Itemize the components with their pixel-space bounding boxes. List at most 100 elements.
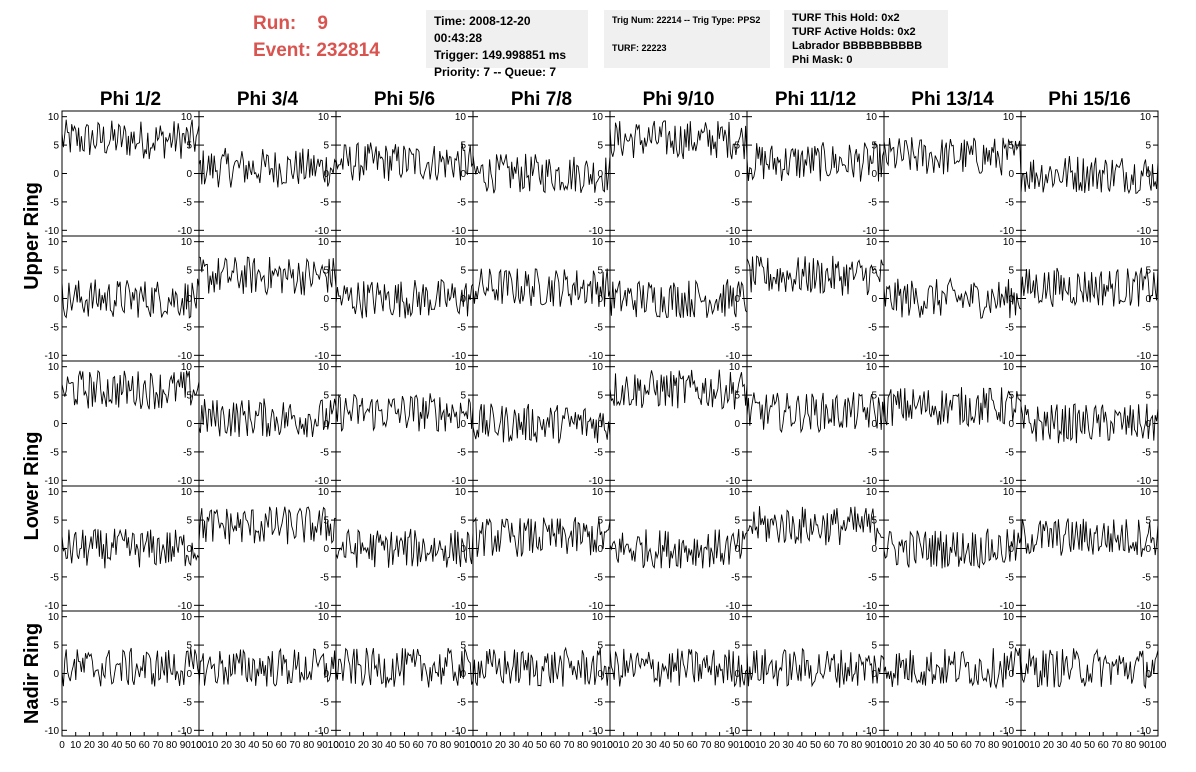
waveform-trace (472, 403, 611, 444)
y-tick-label: -10 (45, 726, 60, 737)
y-tick-label: 5 (871, 266, 877, 277)
y-tick-label: 0 (871, 294, 877, 305)
x-tick-label: 50 (536, 740, 548, 751)
x-tick-label: 50 (262, 740, 274, 751)
x-tick-label: 50 (673, 740, 685, 751)
y-tick-label: -5 (731, 697, 740, 708)
x-tick-label: 90 (454, 740, 466, 751)
y-tick-label: 10 (866, 612, 878, 623)
y-tick-label: 0 (186, 419, 192, 430)
y-tick-label: 0 (53, 169, 59, 180)
y-tick-label: -5 (1142, 447, 1151, 458)
waveform-trace (746, 255, 885, 296)
x-tick-label: 0 (470, 740, 476, 751)
y-tick-label: 5 (53, 641, 59, 652)
y-tick-label: 0 (323, 294, 329, 305)
y-tick-label: -10 (589, 726, 604, 737)
x-tick-label: 20 (358, 740, 370, 751)
y-tick-label: -5 (50, 197, 59, 208)
waveform-trace (335, 647, 474, 688)
waveform-trace (198, 256, 337, 296)
waveform-trace (335, 142, 474, 182)
y-tick-label: 0 (871, 419, 877, 430)
y-tick-label: -5 (320, 197, 329, 208)
x-tick-label: 60 (824, 740, 836, 751)
y-tick-label: 10 (1140, 362, 1152, 373)
panel-frame (746, 485, 885, 612)
waveform-trace (335, 528, 474, 568)
y-tick-label: -10 (863, 476, 878, 487)
x-tick-label: 60 (687, 740, 699, 751)
y-tick-label: -5 (868, 572, 877, 583)
waveform-trace (1020, 648, 1159, 690)
waveform-trace (198, 147, 337, 188)
y-tick-label: 5 (1008, 141, 1014, 152)
y-tick-label: -5 (1005, 572, 1014, 583)
x-tick-label: 90 (865, 740, 877, 751)
y-tick-label: 0 (460, 419, 466, 430)
y-tick-label: 0 (460, 294, 466, 305)
x-tick-label: 10 (1029, 740, 1041, 751)
x-tick-label: 70 (700, 740, 712, 751)
y-tick-label: 5 (1008, 266, 1014, 277)
waveform-trace (472, 646, 611, 687)
y-tick-label: 0 (323, 169, 329, 180)
y-tick-label: -5 (868, 697, 877, 708)
panel-frame (198, 360, 337, 487)
panel-frame (609, 110, 748, 237)
y-tick-label: 10 (455, 237, 467, 248)
y-tick-label: -10 (589, 601, 604, 612)
x-tick-label: 30 (372, 740, 384, 751)
waveform-trace (335, 393, 474, 432)
y-tick-label: 10 (729, 362, 741, 373)
y-tick-label: -10 (178, 226, 193, 237)
y-tick-label: 0 (323, 419, 329, 430)
panel-frame (746, 110, 885, 237)
y-tick-label: 10 (729, 112, 741, 123)
waveform-trace (472, 153, 611, 194)
y-tick-label: -5 (1005, 197, 1014, 208)
y-tick-label: -5 (1005, 697, 1014, 708)
y-tick-label: 5 (323, 641, 329, 652)
y-tick-label: 5 (53, 516, 59, 527)
x-tick-label: 10 (892, 740, 904, 751)
waveform-trace (746, 647, 885, 688)
y-tick-label: -10 (589, 476, 604, 487)
y-tick-label: -5 (731, 572, 740, 583)
y-tick-label: -10 (863, 726, 878, 737)
y-tick-label: 10 (455, 487, 467, 498)
x-tick-label: 20 (495, 740, 507, 751)
y-tick-label: 0 (871, 669, 877, 680)
x-tick-label: 70 (837, 740, 849, 751)
x-tick-label: 100 (465, 740, 482, 751)
waveform-trace (746, 141, 885, 182)
x-tick-label: 40 (659, 740, 671, 751)
y-tick-label: -10 (726, 226, 741, 237)
y-tick-label: 0 (1008, 169, 1014, 180)
y-tick-label: -10 (589, 226, 604, 237)
y-tick-label: 5 (53, 391, 59, 402)
y-tick-label: 5 (1008, 641, 1014, 652)
y-tick-label: -5 (183, 322, 192, 333)
run-row: Run: 9 (253, 10, 380, 37)
x-tick-label: 100 (739, 740, 756, 751)
y-tick-label: -10 (726, 351, 741, 362)
y-tick-label: 5 (734, 641, 740, 652)
y-tick-label: 0 (53, 294, 59, 305)
y-tick-label: -5 (594, 197, 603, 208)
y-tick-label: 0 (53, 669, 59, 680)
waveform-trace (335, 278, 474, 319)
y-tick-label: 10 (318, 487, 330, 498)
x-tick-label: 10 (344, 740, 356, 751)
x-tick-label: 30 (646, 740, 658, 751)
waveform-trace (609, 648, 748, 688)
y-tick-label: 5 (1145, 516, 1151, 527)
y-tick-label: -5 (320, 447, 329, 458)
turf-active-line: TURF Active Holds: 0x2 (792, 26, 916, 38)
y-tick-label: 10 (1140, 487, 1152, 498)
y-tick-label: 0 (53, 419, 59, 430)
y-tick-label: 10 (1140, 112, 1152, 123)
y-tick-label: 10 (1140, 612, 1152, 623)
x-tick-label: 100 (1150, 740, 1167, 751)
y-tick-label: -5 (457, 322, 466, 333)
